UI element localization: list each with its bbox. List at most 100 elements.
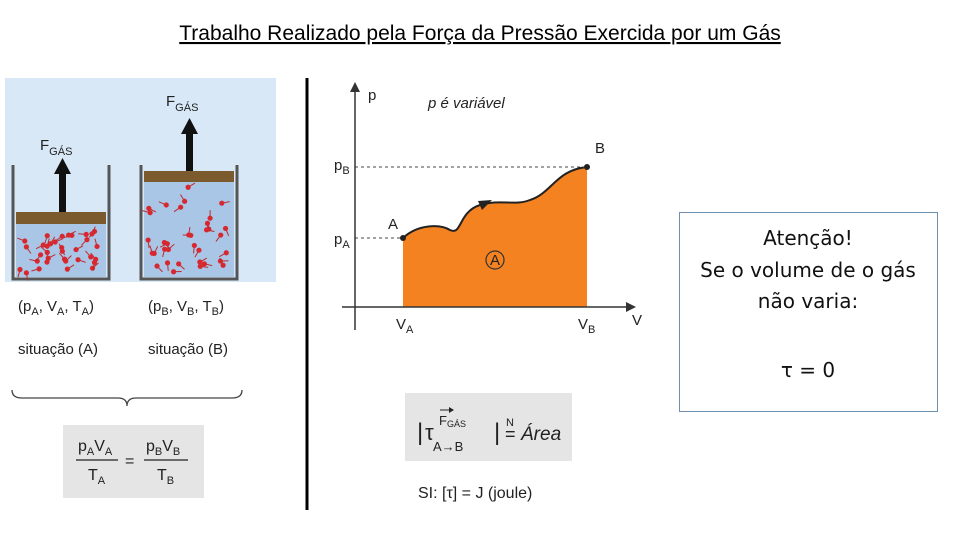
container-b	[139, 165, 239, 281]
pa-label: pA	[334, 231, 350, 251]
molecule	[197, 263, 203, 269]
force-arrowhead-b	[181, 118, 198, 134]
attention-heading: Atenção!	[763, 226, 853, 250]
path: A→B	[433, 439, 463, 454]
rhs-denominator: TB	[157, 467, 174, 487]
molecule	[89, 265, 96, 271]
pv-graph: A p p é variável pB pA A B VA VB V	[334, 82, 642, 336]
va-label: VA	[396, 316, 414, 336]
point-b	[584, 164, 590, 170]
vb-label: VB	[578, 316, 595, 336]
force-label-a: FGÁS	[40, 137, 72, 158]
sub: A	[57, 306, 65, 318]
area-label: A	[490, 252, 500, 269]
y-arrow	[350, 82, 360, 92]
situation-a: situação (A)	[18, 341, 98, 358]
v: V	[578, 316, 588, 333]
sub: GÁS	[447, 419, 466, 429]
area-circle	[485, 250, 505, 270]
lhs-numerator: pAVA	[78, 438, 113, 458]
molecule	[154, 263, 160, 269]
molecule	[66, 232, 72, 238]
molecule	[89, 231, 95, 237]
molecule	[170, 269, 177, 275]
molecule	[88, 254, 94, 260]
molecule	[201, 261, 208, 267]
equals: =	[505, 424, 516, 444]
v: V	[94, 438, 105, 455]
molecule	[176, 261, 182, 267]
molecule	[204, 220, 211, 226]
molecule	[162, 246, 168, 252]
sub: A	[31, 306, 39, 318]
force-arrowhead-a	[54, 158, 71, 174]
part: (p	[148, 298, 161, 315]
molecule	[44, 243, 50, 249]
molecule	[219, 200, 225, 206]
f: F	[439, 413, 447, 428]
point-a-label: A	[388, 216, 398, 233]
molecule	[63, 258, 69, 264]
brace	[11, 389, 243, 407]
from: A	[433, 439, 442, 454]
molecule	[207, 215, 213, 221]
molecule	[191, 242, 197, 249]
piston-b	[144, 171, 234, 182]
work-formula-box	[405, 393, 572, 461]
attention-line: Se o volume de o gás	[700, 258, 916, 282]
part: , T	[194, 298, 211, 315]
attention-result: τ = 0	[781, 358, 835, 382]
molecule	[83, 231, 89, 238]
equation: pAVA TA = pBVB TB	[76, 438, 188, 487]
sub: B	[342, 165, 349, 177]
force-arrow-a	[59, 172, 66, 212]
molecules	[17, 182, 230, 281]
part: , V	[39, 298, 57, 315]
subscript: GÁS	[175, 101, 198, 114]
p: p	[146, 438, 155, 455]
work-formula: | τ FGÁS A→B | N = Área	[417, 407, 561, 454]
t: T	[88, 467, 98, 484]
sub: B	[187, 306, 194, 318]
molecule	[23, 270, 29, 276]
molecule	[197, 259, 203, 265]
x-arrow	[626, 302, 636, 312]
graph-note: p é variável	[427, 95, 505, 112]
molecule	[218, 232, 224, 238]
open-bar: |	[417, 419, 423, 446]
molecule	[84, 237, 90, 243]
molecule	[188, 232, 194, 238]
sub: A	[82, 306, 90, 318]
attention-box	[679, 212, 938, 412]
t: T	[157, 467, 167, 484]
part: (p	[18, 298, 31, 315]
p: p	[334, 231, 342, 248]
point-b-label: B	[595, 140, 605, 157]
molecule	[223, 250, 229, 256]
work-area	[403, 167, 587, 307]
sub: A	[87, 446, 95, 458]
point-a	[400, 235, 406, 241]
molecule	[178, 204, 184, 210]
molecule	[59, 233, 65, 239]
state-a: (pA, VA, TA)	[18, 298, 94, 318]
sub: A	[406, 324, 414, 336]
molecule	[196, 247, 202, 253]
molecule	[22, 238, 28, 244]
tau: τ	[425, 420, 434, 445]
attention-line: não varia:	[758, 289, 858, 313]
sub: B	[167, 475, 174, 487]
close-bar: |	[494, 419, 500, 446]
part: , V	[169, 298, 187, 315]
molecule	[164, 260, 171, 266]
p: p	[334, 157, 342, 174]
molecule	[59, 248, 65, 254]
molecule	[36, 266, 42, 272]
molecule	[44, 233, 50, 239]
molecule	[23, 244, 29, 250]
equals: =	[125, 453, 134, 470]
part: )	[219, 298, 224, 315]
